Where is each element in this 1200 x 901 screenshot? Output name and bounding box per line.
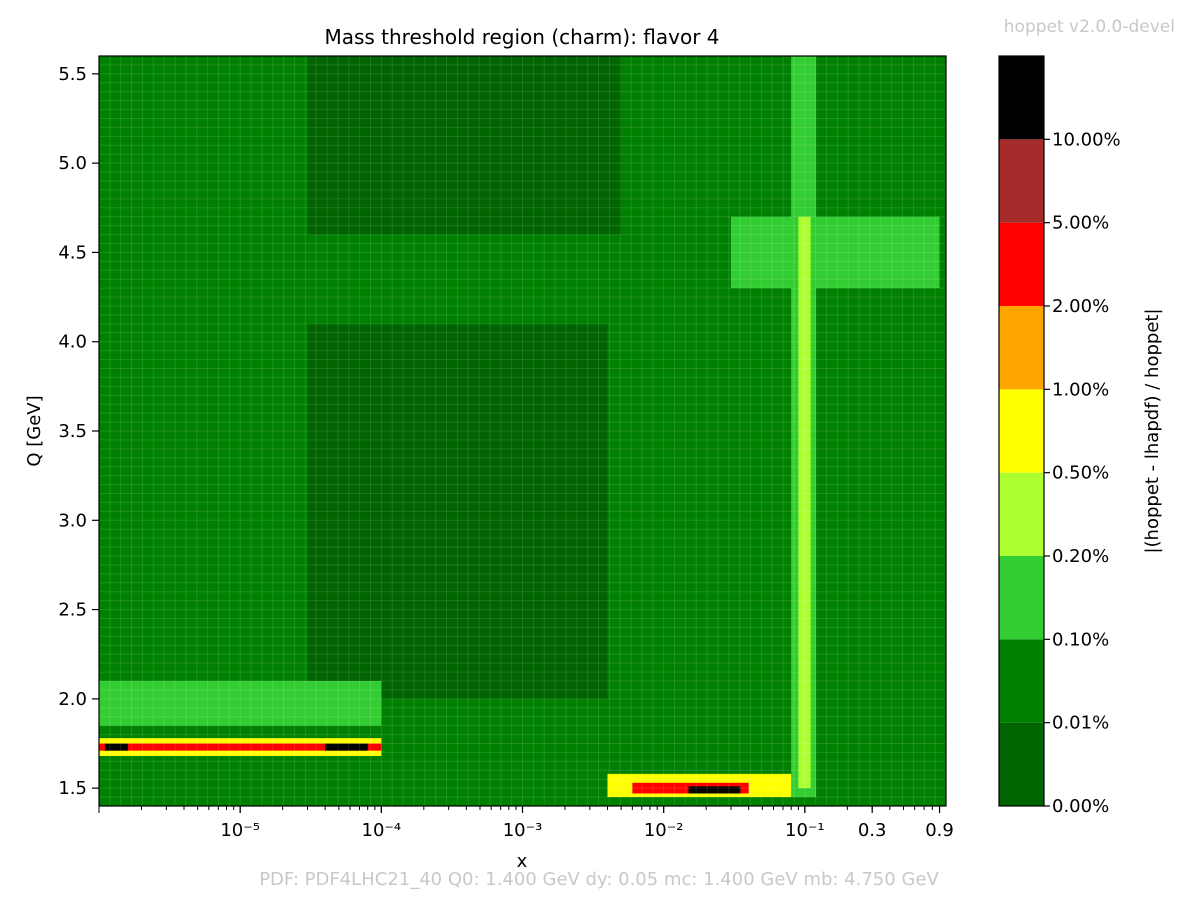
y-tick-label: 5.5 — [58, 64, 87, 85]
heatmap-region — [325, 743, 368, 751]
chart-title: Mass threshold region (charm): flavor 4 — [324, 25, 719, 49]
colorbar-tick-label: 1.00% — [1052, 379, 1109, 400]
colorbar-swatch — [999, 222, 1044, 306]
y-axis-label: Q [GeV] — [24, 395, 45, 466]
colorbar-tick-label: 0.50% — [1052, 463, 1109, 484]
colorbar-swatch — [999, 389, 1044, 473]
colorbar-swatch — [999, 472, 1044, 556]
x-axis: 10⁻⁵ 10⁻⁴ 10⁻³ 10⁻² 10⁻¹ 0.3 0.9 — [98, 806, 954, 841]
colorbar: 0.00% 0.01% 0.10% 0.20% 0.50% 1.00% 2.00% 5.00%… — [999, 56, 1121, 817]
x-tick-label: 10⁻¹ — [785, 820, 825, 841]
heatmap-region — [104, 743, 128, 751]
colorbar-label: |(hoppet - lhapdf) / hoppet| — [1142, 308, 1163, 553]
heatmap-region — [688, 786, 741, 794]
heatmap-region — [731, 216, 940, 289]
x-tick-label: 0.3 — [858, 820, 887, 841]
colorbar-tick-label: 10.00% — [1052, 129, 1121, 150]
colorbar-tick-label: 5.00% — [1052, 213, 1109, 234]
x-tick-label: 0.9 — [925, 820, 954, 841]
colorbar-swatch — [999, 556, 1044, 640]
heatmap-region — [798, 216, 811, 789]
y-tick-label: 5.0 — [58, 153, 87, 174]
colorbar-tick-label: 2.00% — [1052, 296, 1109, 317]
footer-info: PDF: PDF4LHC21_40 Q0: 1.400 GeV dy: 0.05… — [259, 869, 939, 890]
heatmap-region — [99, 681, 382, 726]
y-axis: 1.5 2.0 2.5 3.0 3.5 4.0 4.5 5.0 5.5 — [58, 64, 99, 799]
y-tick-label: 1.5 — [58, 778, 87, 799]
x-tick-label: 10⁻⁴ — [362, 820, 402, 841]
colorbar-swatch — [999, 139, 1044, 223]
colorbar-swatch — [999, 56, 1044, 140]
y-tick-label: 2.0 — [58, 689, 87, 710]
y-tick-label: 4.5 — [58, 242, 87, 263]
heatmap-area — [99, 56, 946, 806]
colorbar-tick-label: 0.20% — [1052, 546, 1109, 567]
y-tick-label: 3.0 — [58, 510, 87, 531]
colorbar-tick-label: 0.00% — [1052, 796, 1109, 817]
y-tick-label: 4.0 — [58, 332, 87, 353]
x-tick-label: 10⁻³ — [503, 820, 543, 841]
colorbar-swatch — [999, 722, 1044, 806]
version-watermark: hoppet v2.0.0-devel — [1004, 17, 1175, 37]
heatmap-region — [307, 56, 622, 235]
grid-lines — [99, 56, 946, 806]
colorbar-swatch — [999, 639, 1044, 723]
y-tick-label: 3.5 — [58, 421, 87, 442]
heatmap-region — [99, 743, 382, 751]
x-tick-label: 10⁻² — [644, 820, 684, 841]
colorbar-tick-label: 0.01% — [1052, 713, 1109, 734]
colorbar-swatch — [999, 306, 1044, 390]
x-tick-label: 10⁻⁵ — [220, 820, 260, 841]
y-tick-label: 2.5 — [58, 600, 87, 621]
x-axis-label: x — [517, 851, 528, 872]
colorbar-frame — [998, 55, 1045, 807]
colorbar-tick-label: 0.10% — [1052, 629, 1109, 650]
heatmap-region — [307, 323, 608, 699]
